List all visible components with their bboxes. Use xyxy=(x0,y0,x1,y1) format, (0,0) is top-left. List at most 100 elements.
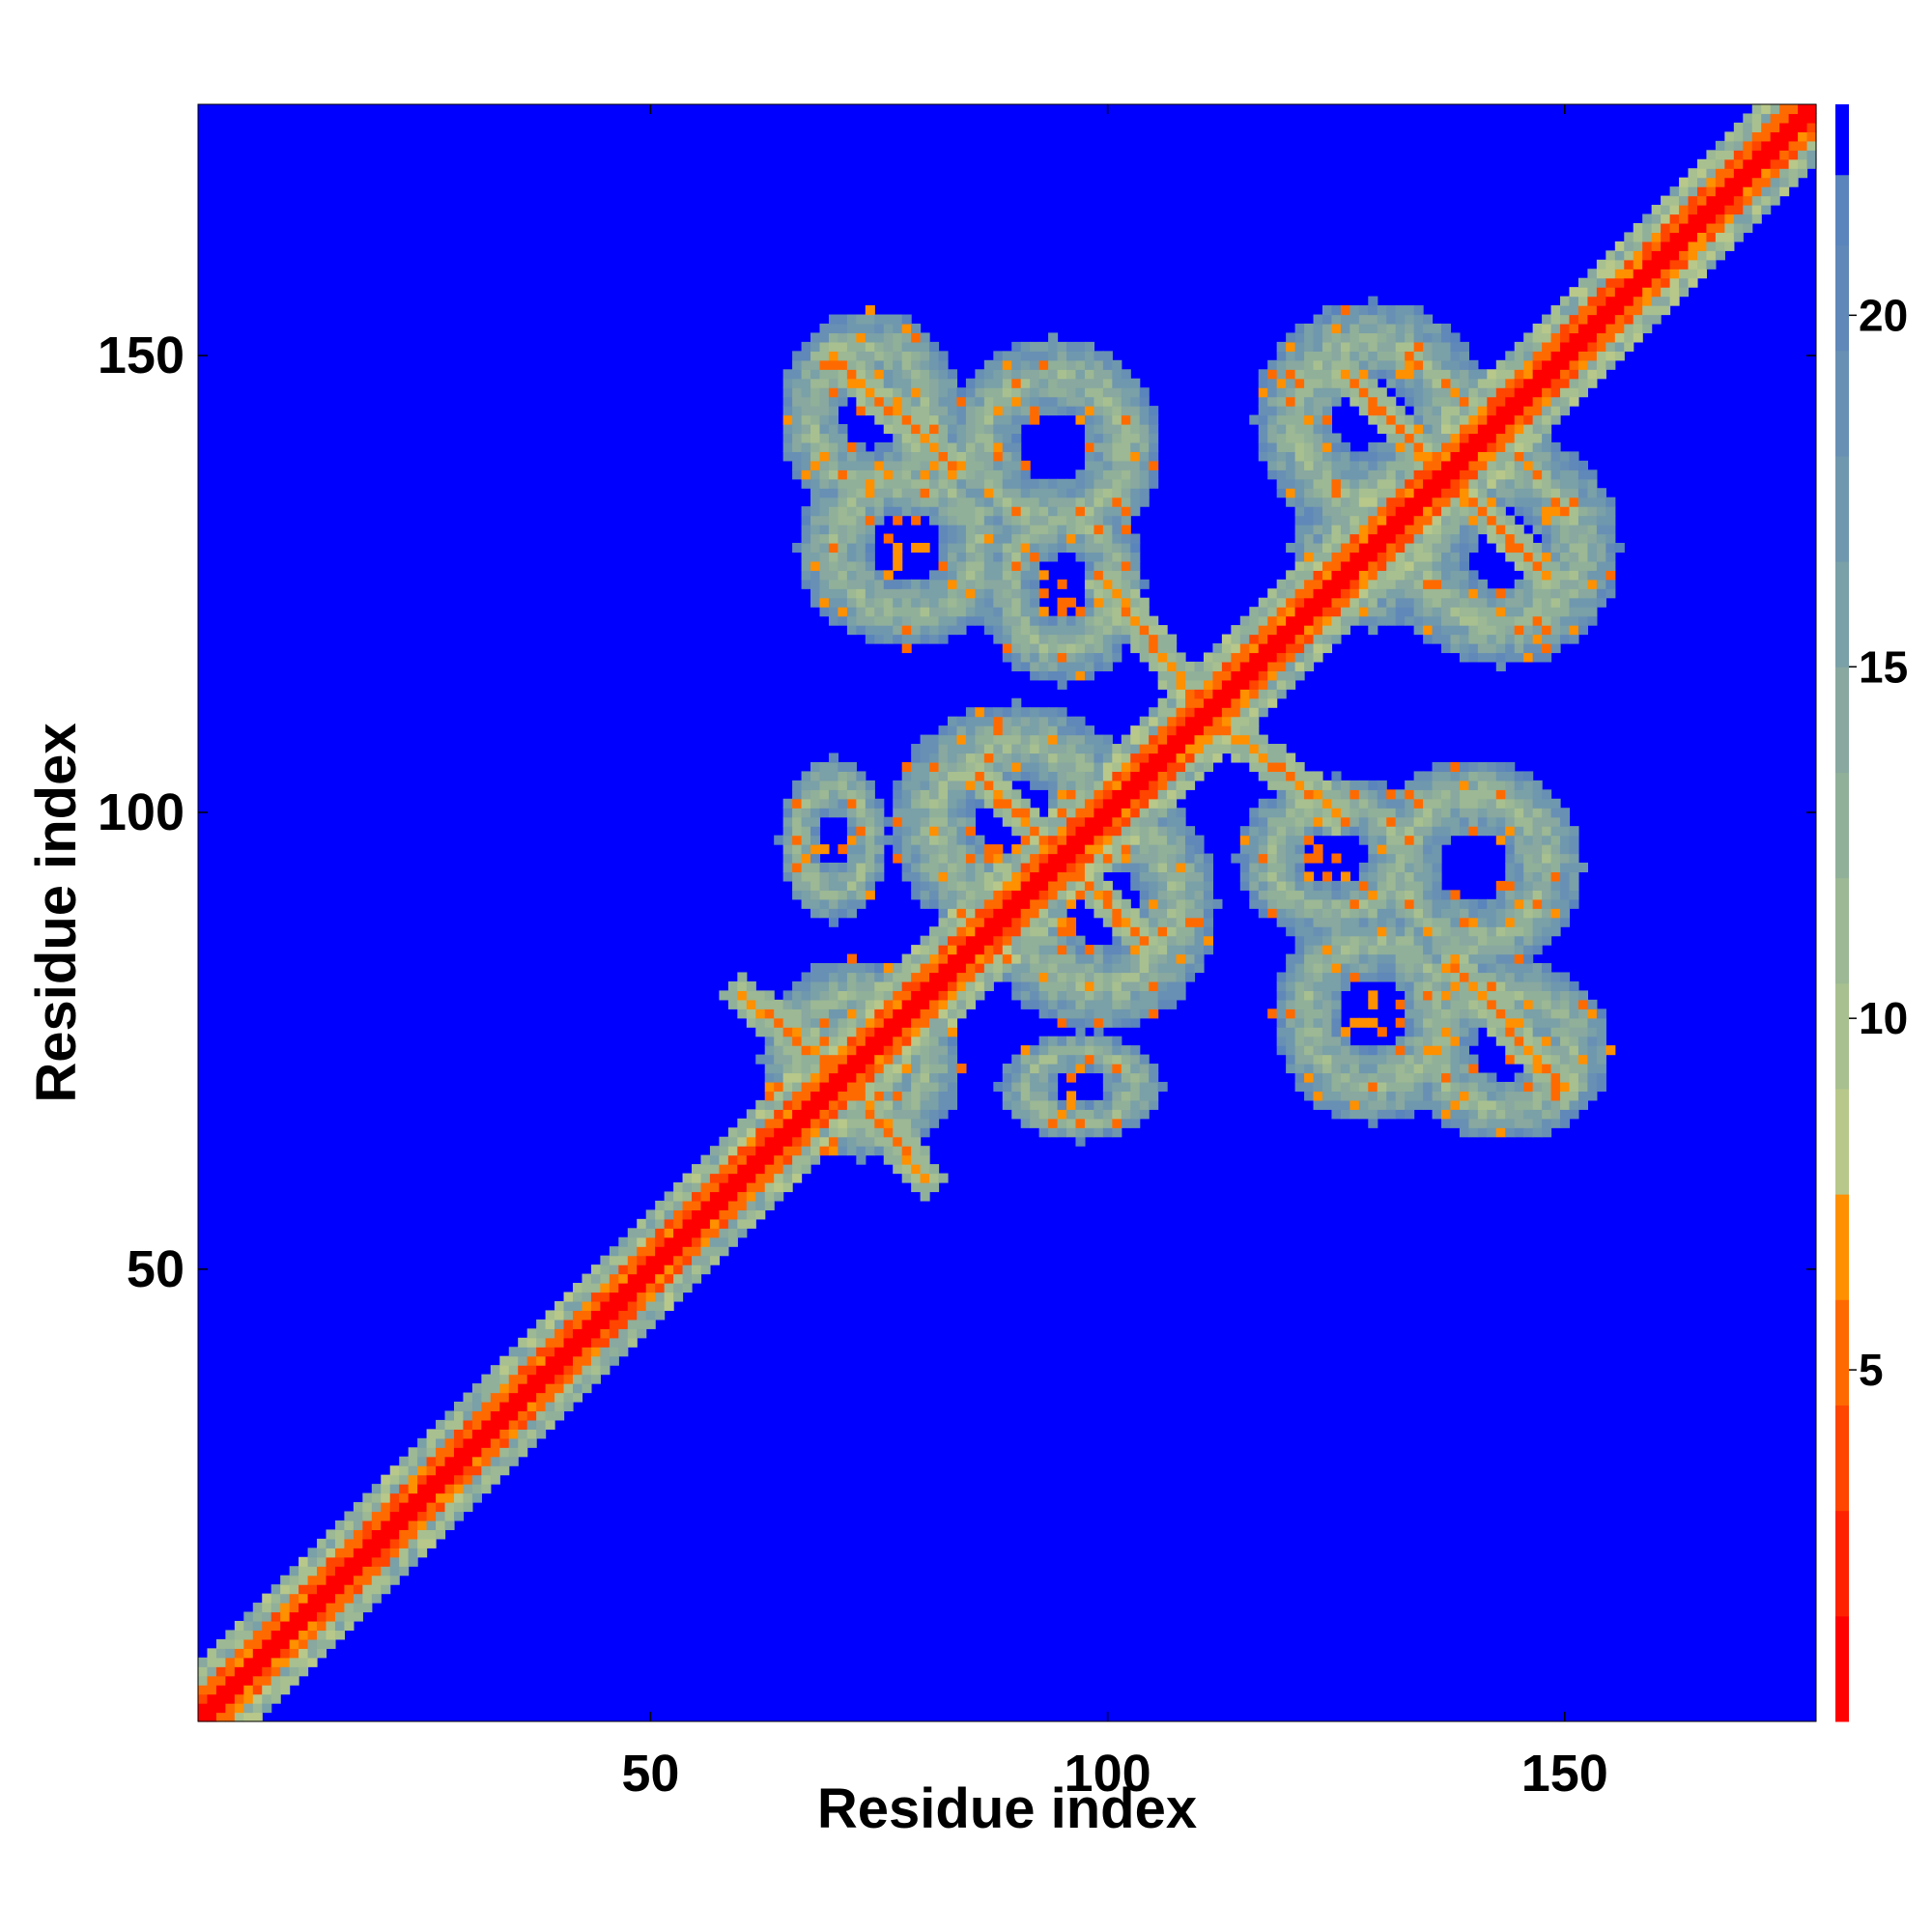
heatmap-cell xyxy=(389,1511,400,1521)
heatmap-cell xyxy=(563,1401,574,1412)
heatmap-cell xyxy=(664,1264,674,1275)
heatmap-cell xyxy=(1112,1099,1122,1110)
heatmap-cell xyxy=(1112,945,1122,955)
heatmap-cell xyxy=(1130,844,1141,855)
heatmap-cell xyxy=(737,1218,748,1229)
heatmap-cell xyxy=(1011,707,1022,718)
heatmap-cell xyxy=(975,853,985,864)
heatmap-cell xyxy=(737,999,748,1009)
heatmap-cell xyxy=(1405,615,1415,626)
heatmap-cell xyxy=(920,469,930,480)
heatmap-cell xyxy=(1066,542,1077,554)
heatmap-cell xyxy=(1258,607,1268,617)
heatmap-cell xyxy=(856,844,867,855)
heatmap-cell xyxy=(792,1054,803,1065)
heatmap-cell xyxy=(1203,725,1214,736)
heatmap-cell xyxy=(883,1136,894,1147)
heatmap-cell xyxy=(417,1511,428,1521)
heatmap-cell xyxy=(1395,890,1406,900)
heatmap-cell xyxy=(838,890,848,900)
heatmap-cell xyxy=(1377,853,1387,864)
heatmap-cell xyxy=(1294,542,1305,554)
heatmap-cell xyxy=(1066,862,1077,873)
heatmap-cell xyxy=(911,862,922,873)
heatmap-cell xyxy=(655,1209,666,1220)
heatmap-cell xyxy=(1203,862,1214,873)
heatmap-cell xyxy=(1276,853,1287,864)
heatmap-cell xyxy=(1176,980,1186,991)
heatmap-cell xyxy=(1102,1127,1113,1138)
heatmap-cell xyxy=(901,369,912,380)
heatmap-cell xyxy=(326,1611,336,1622)
heatmap-cell xyxy=(983,963,994,974)
heatmap-cell xyxy=(1203,890,1214,900)
heatmap-cell xyxy=(1075,1118,1086,1128)
heatmap-cell xyxy=(353,1603,363,1613)
heatmap-cell xyxy=(627,1255,638,1265)
heatmap-cell xyxy=(746,980,756,991)
heatmap-cell xyxy=(883,396,894,407)
heatmap-cell xyxy=(1350,469,1360,480)
heatmap-cell xyxy=(463,1437,473,1448)
heatmap-cell xyxy=(426,1447,437,1458)
heatmap-cell xyxy=(901,588,912,599)
heatmap-cell xyxy=(938,890,949,900)
heatmap-cell xyxy=(1057,953,1067,964)
heatmap-cell xyxy=(1066,1127,1077,1138)
heatmap-cell xyxy=(1084,771,1094,781)
heatmap-cell xyxy=(838,497,848,507)
heatmap-cell xyxy=(1286,908,1296,919)
heatmap-cell xyxy=(1321,1081,1333,1093)
heatmap-cell xyxy=(856,816,867,827)
heatmap-cell xyxy=(901,1009,912,1019)
heatmap-cell xyxy=(1038,1009,1049,1019)
heatmap-cell xyxy=(1304,478,1315,489)
heatmap-cell xyxy=(1038,744,1049,754)
heatmap-cell xyxy=(983,488,994,498)
heatmap-cell xyxy=(1130,597,1141,608)
heatmap-cell xyxy=(911,1146,922,1156)
heatmap-cell xyxy=(518,1365,528,1376)
heatmap-cell xyxy=(618,1236,629,1247)
heatmap-cell xyxy=(1267,634,1278,644)
heatmap-cell xyxy=(1139,761,1150,773)
heatmap-cell xyxy=(1313,525,1323,535)
heatmap-cell xyxy=(1358,1064,1369,1074)
heatmap-cell xyxy=(1239,707,1250,718)
heatmap-cell xyxy=(782,1064,793,1074)
heatmap-cell xyxy=(1377,469,1387,480)
heatmap-cell xyxy=(1249,753,1260,763)
heatmap-cell xyxy=(737,1118,748,1128)
heatmap-cell xyxy=(1358,579,1369,589)
heatmap-cell xyxy=(819,798,830,809)
heatmap-cell xyxy=(1413,525,1424,535)
heatmap-cell xyxy=(444,1484,455,1494)
heatmap-cell xyxy=(1130,1118,1141,1128)
heatmap-cell xyxy=(1304,634,1315,644)
heatmap-cell xyxy=(1121,935,1131,946)
heatmap-cell xyxy=(828,1045,839,1056)
heatmap-cell xyxy=(371,1511,382,1521)
heatmap-cell xyxy=(1331,1109,1342,1120)
heatmap-cell xyxy=(938,1045,949,1056)
heatmap-cell xyxy=(975,570,985,581)
heatmap-cell xyxy=(1011,816,1022,827)
heatmap-cell xyxy=(929,844,940,855)
heatmap-cell xyxy=(1094,597,1104,608)
heatmap-cell xyxy=(1203,661,1214,671)
heatmap-cell xyxy=(600,1292,611,1302)
heatmap-cell xyxy=(1112,570,1122,581)
heatmap-cell xyxy=(1321,972,1333,982)
heatmap-cell xyxy=(810,441,821,452)
heatmap-cell xyxy=(838,1136,848,1147)
heatmap-cell xyxy=(1130,963,1141,974)
heatmap-cell xyxy=(1386,588,1397,599)
heatmap-cell xyxy=(965,607,976,617)
heatmap-cell xyxy=(1368,478,1378,489)
heatmap-cell xyxy=(526,1365,537,1376)
heatmap-cell xyxy=(874,1091,885,1101)
heatmap-cell xyxy=(307,1593,318,1604)
heatmap-cell xyxy=(609,1300,619,1312)
heatmap-cell xyxy=(1368,853,1378,864)
heatmap-cell xyxy=(1212,697,1223,708)
